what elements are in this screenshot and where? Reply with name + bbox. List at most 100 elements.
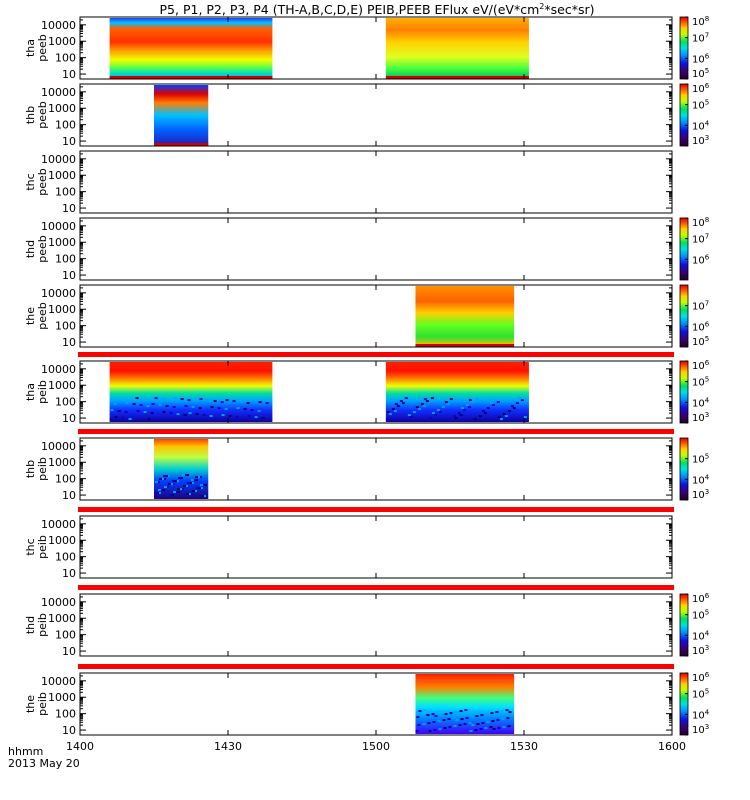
noise-speckle (221, 414, 225, 417)
noise-speckle (162, 489, 165, 492)
noise-speckle (182, 474, 185, 477)
noise-speckle (465, 404, 469, 407)
y-axis-label-probe: thb (24, 460, 37, 478)
noise-speckle (181, 488, 184, 491)
noise-speckle (163, 475, 166, 478)
noise-speckle (198, 487, 201, 490)
noise-speckle (433, 414, 437, 417)
noise-speckle (507, 725, 511, 728)
noise-speckle (401, 402, 405, 405)
noise-speckle (422, 405, 426, 408)
noise-speckle (486, 721, 490, 724)
panel-the-peib: 10000 1000 100 10 the peib 106 105 104 103 (24, 664, 710, 737)
y-axis-label-probe: thc (24, 538, 37, 555)
noise-speckle (494, 399, 498, 402)
y-axis-label-probe: thb (24, 106, 37, 124)
noise-speckle (490, 712, 494, 715)
noise-speckle (197, 476, 200, 479)
noise-speckle (428, 730, 432, 733)
noise-speckle (179, 488, 182, 491)
noise-speckle (186, 493, 189, 496)
y-tick-label: 100 (55, 396, 76, 409)
noise-speckle (200, 487, 203, 490)
y-axis-label-product: peib (36, 380, 49, 404)
y-tick-label: 10 (62, 202, 76, 215)
noise-speckle (465, 717, 469, 720)
noise-speckle (478, 415, 482, 418)
x-tick-label: 1400 (66, 740, 94, 753)
noise-speckle (150, 412, 154, 415)
noise-speckle (473, 418, 477, 421)
chart-title: P5, P1, P2, P3, P4 (TH-A,B,C,D,E) PEIB,P… (160, 2, 595, 17)
noise-speckle (190, 493, 193, 496)
noise-speckle (436, 409, 440, 412)
noise-speckle (505, 709, 509, 712)
noise-speckle (471, 724, 475, 727)
noise-speckle (418, 710, 422, 713)
y-axis-label-probe: the (24, 695, 37, 713)
noise-speckle (191, 482, 194, 485)
noise-speckle (158, 492, 161, 495)
y-axis-label-probe: thd (24, 616, 37, 634)
noise-speckle (114, 416, 118, 419)
noise-speckle (462, 409, 466, 412)
colorbar-tick-label: 103 (692, 723, 709, 736)
colorbar-tick-label: 105 (692, 99, 709, 112)
noise-speckle (499, 418, 503, 421)
noise-speckle (502, 726, 506, 729)
noise-speckle (146, 405, 150, 408)
noise-speckle (172, 483, 175, 486)
separator-line (78, 664, 674, 669)
y-tick-label: 10000 (41, 86, 76, 99)
noise-speckle (501, 718, 505, 721)
y-axis-label-probe: tha (24, 39, 37, 57)
colorbar (679, 360, 689, 424)
noise-speckle (257, 410, 261, 413)
noise-speckle (172, 480, 175, 483)
colorbar-tick-label: 106 (692, 320, 710, 333)
y-tick-label: 1000 (48, 102, 76, 115)
noise-speckle (442, 719, 446, 722)
spectrogram-block (154, 85, 209, 145)
noise-speckle (195, 479, 198, 482)
panel-thd-peeb: 10000 1000 100 10 thd peeb 108 107 106 (24, 216, 710, 282)
noise-speckle (454, 417, 458, 420)
y-axis-label-product: peeb (36, 168, 49, 196)
noise-speckle (454, 711, 458, 714)
spectrogram-block (109, 18, 273, 78)
y-tick-label: 10000 (41, 675, 76, 688)
noise-speckle (261, 417, 265, 420)
noise-speckle (176, 413, 180, 416)
spectrogram-block (415, 286, 515, 346)
noise-speckle (399, 400, 403, 403)
noise-speckle (458, 724, 462, 727)
y-tick-label: 10 (62, 645, 76, 658)
noise-speckle (164, 486, 167, 489)
y-tick-label: 1000 (48, 169, 76, 182)
noise-speckle (446, 403, 450, 406)
noise-speckle (147, 418, 151, 421)
noise-speckle (396, 405, 400, 408)
spectrogram-block (385, 18, 529, 78)
colorbar (679, 83, 689, 147)
noise-speckle (170, 483, 173, 486)
y-tick-label: 10000 (41, 19, 76, 32)
noise-speckle (200, 484, 203, 487)
y-tick-label: 1000 (48, 456, 76, 469)
colorbar-tick-label: 106 (692, 359, 710, 372)
colorbar-tick-label: 105 (692, 609, 709, 622)
colorbar-tick-label: 103 (692, 134, 709, 147)
colorbar (679, 16, 689, 80)
x-tick-label: 1430 (214, 740, 242, 753)
noise-speckle (506, 717, 510, 720)
colorbar-tick-label: 103 (692, 488, 709, 501)
noise-speckle (217, 407, 221, 410)
y-tick-label: 10000 (41, 287, 76, 300)
noise-speckle (423, 398, 427, 401)
spectrogram-lowband (415, 344, 515, 347)
noise-speckle (165, 475, 168, 478)
noise-speckle (518, 397, 522, 400)
noise-speckle (484, 727, 488, 730)
noise-speckle (523, 416, 527, 419)
noise-speckle (246, 402, 250, 405)
